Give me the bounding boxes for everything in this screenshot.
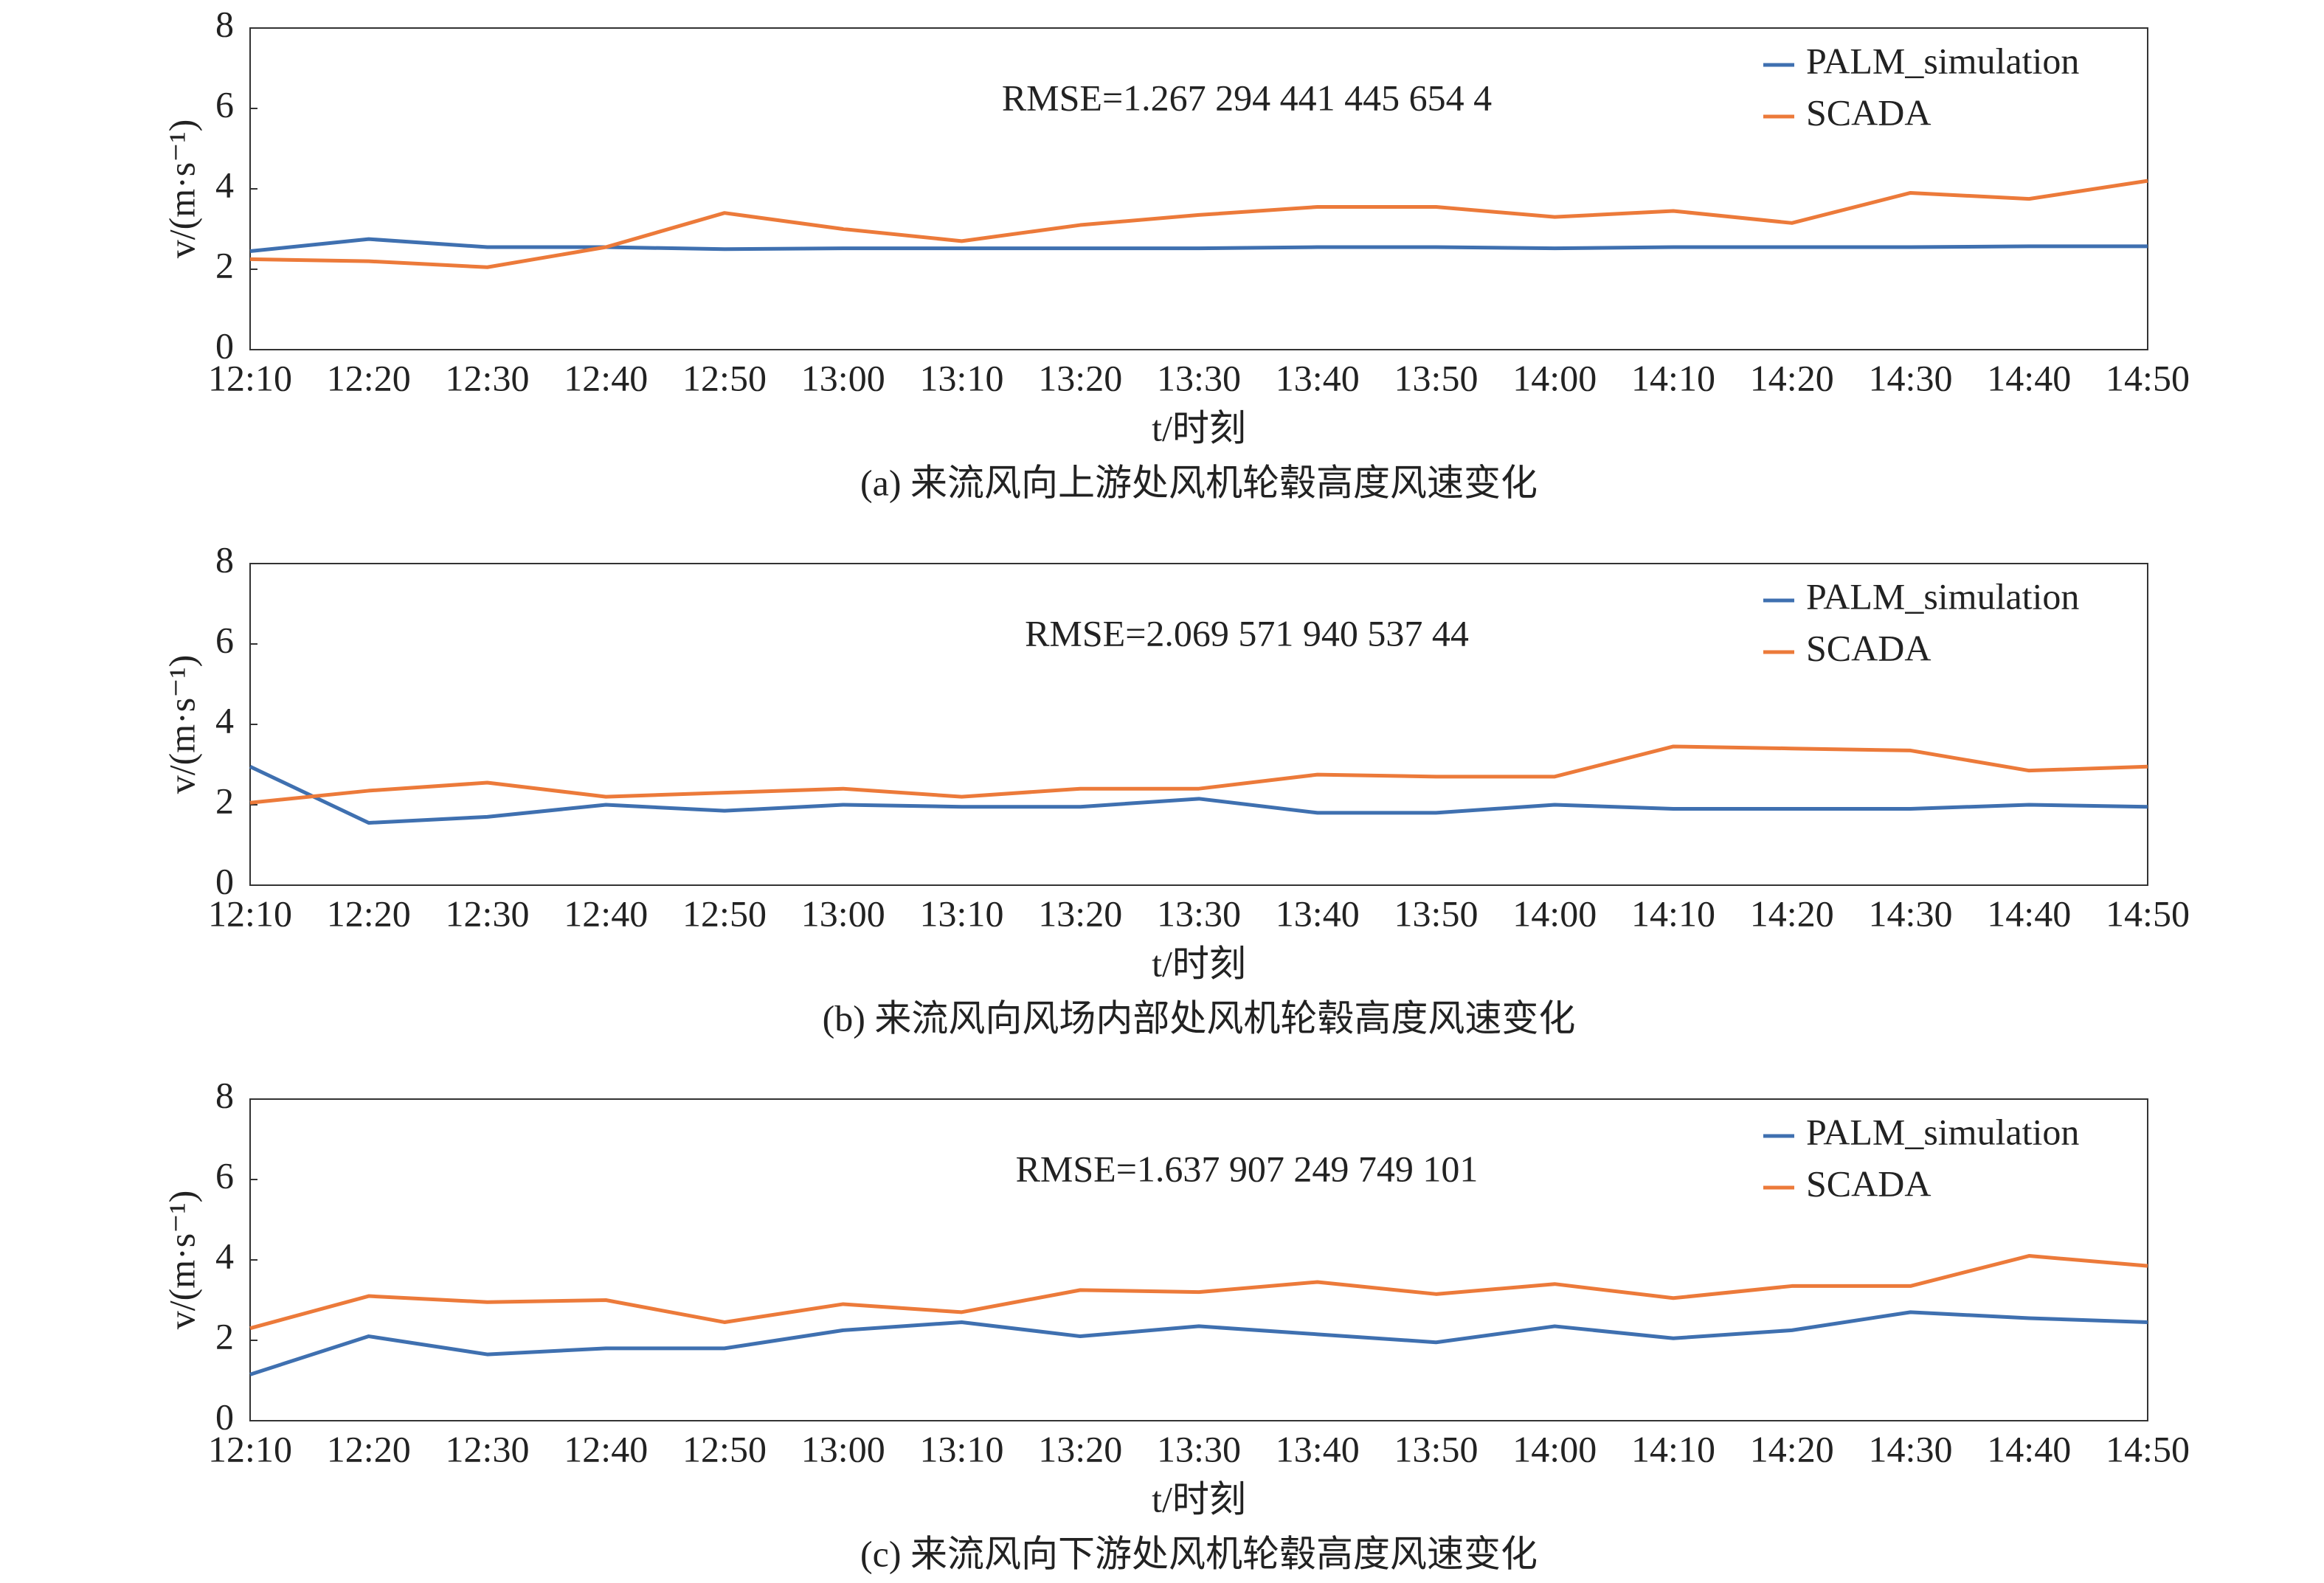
series-line — [249, 1254, 2148, 1331]
x-tick-label: 13:50 — [1394, 1428, 1479, 1469]
legend-label: PALM_simulation — [1806, 40, 2079, 81]
x-axis-label: t/时刻 — [1152, 1478, 1246, 1520]
legend-label: SCADA — [1806, 1163, 1931, 1204]
x-tick-label: 13:30 — [1157, 357, 1241, 398]
legend-label: PALM_simulation — [1806, 1111, 2079, 1152]
y-tick-label: 2 — [215, 244, 234, 285]
x-tick-label: 13:40 — [1276, 893, 1360, 934]
series-line — [249, 744, 2148, 805]
x-tick-label: 14:30 — [1869, 1428, 1953, 1469]
x-tick-label: 14:50 — [2106, 357, 2190, 398]
legend-label: SCADA — [1806, 627, 1931, 668]
x-tick-label: 12:30 — [446, 893, 530, 934]
x-tick-label: 12:30 — [446, 357, 530, 398]
y-tick-label: 8 — [215, 1074, 234, 1115]
x-tick-label: 14:00 — [1512, 1428, 1597, 1469]
x-tick-label: 14:40 — [1987, 893, 2071, 934]
x-tick-label: 14:10 — [1631, 1428, 1715, 1469]
x-tick-label: 13:50 — [1394, 893, 1479, 934]
x-tick-label: 13:30 — [1157, 1428, 1241, 1469]
x-tick-label: 13:00 — [801, 357, 885, 398]
caption: (b) 来流风向风场内部处风机轮毂高度风速变化 — [823, 997, 1576, 1039]
x-tick-label: 12:40 — [564, 893, 648, 934]
x-tick-label: 12:50 — [682, 357, 767, 398]
x-tick-label: 14:40 — [1987, 357, 2071, 398]
x-axis-label: t/时刻 — [1152, 943, 1246, 984]
x-tick-label: 14:10 — [1631, 893, 1715, 934]
x-tick-label: 14:40 — [1987, 1428, 2071, 1469]
x-tick-label: 13:00 — [801, 893, 885, 934]
x-tick-label: 13:10 — [920, 1428, 1004, 1469]
x-tick-label: 14:30 — [1869, 893, 1953, 934]
x-tick-label: 14:10 — [1631, 357, 1715, 398]
x-tick-label: 12:10 — [208, 1428, 292, 1469]
x-tick-label: 12:50 — [682, 893, 767, 934]
x-tick-label: 12:10 — [208, 357, 292, 398]
y-axis-label: v/(m·s⁻¹) — [161, 655, 202, 794]
y-tick-label: 4 — [215, 1235, 234, 1276]
x-tick-label: 12:20 — [327, 1428, 411, 1469]
x-tick-label: 12:50 — [682, 1428, 767, 1469]
series-line — [249, 1310, 2148, 1376]
y-tick-label: 0 — [215, 325, 234, 366]
y-tick-label: 6 — [215, 619, 234, 660]
series-line — [249, 237, 2148, 253]
x-tick-label: 14:00 — [1512, 357, 1597, 398]
y-tick-label: 6 — [215, 83, 234, 125]
x-tick-label: 12:20 — [327, 893, 411, 934]
x-tick-label: 13:40 — [1276, 1428, 1360, 1469]
x-tick-label: 12:40 — [564, 357, 648, 398]
x-tick-label: 12:20 — [327, 357, 411, 398]
x-axis-label: t/时刻 — [1152, 407, 1246, 448]
x-tick-label: 12:10 — [208, 893, 292, 934]
annotation: RMSE=1.637 907 249 749 101 — [1016, 1148, 1479, 1189]
x-tick-label: 13:10 — [920, 893, 1004, 934]
x-tick-label: 13:20 — [1038, 357, 1122, 398]
annotation: RMSE=2.069 571 940 537 44 — [1025, 612, 1469, 654]
x-tick-label: 14:00 — [1512, 893, 1597, 934]
x-tick-label: 14:20 — [1750, 1428, 1834, 1469]
y-axis-label: v/(m·s⁻¹) — [161, 119, 202, 259]
caption: (a) 来流风向上游处风机轮毂高度风速变化 — [860, 462, 1538, 503]
y-tick-label: 4 — [215, 164, 234, 205]
y-tick-label: 0 — [215, 1396, 234, 1437]
x-tick-label: 13:50 — [1394, 357, 1479, 398]
x-tick-label: 13:10 — [920, 357, 1004, 398]
x-tick-label: 13:00 — [801, 1428, 885, 1469]
x-tick-label: 14:30 — [1869, 357, 1953, 398]
legend-label: PALM_simulation — [1806, 575, 2079, 617]
x-tick-label: 12:30 — [446, 1428, 530, 1469]
x-tick-label: 12:40 — [564, 1428, 648, 1469]
y-tick-label: 8 — [215, 538, 234, 580]
series-line — [249, 764, 2148, 825]
y-tick-label: 0 — [215, 860, 234, 901]
y-axis-label: v/(m·s⁻¹) — [161, 1191, 202, 1330]
y-tick-label: 4 — [215, 699, 234, 741]
x-tick-label: 14:20 — [1750, 357, 1834, 398]
x-tick-label: 14:50 — [2106, 1428, 2190, 1469]
caption: (c) 来流风向下游处风机轮毂高度风速变化 — [860, 1533, 1538, 1574]
x-tick-label: 13:30 — [1157, 893, 1241, 934]
y-tick-label: 2 — [215, 1315, 234, 1357]
x-tick-label: 14:50 — [2106, 893, 2190, 934]
y-tick-label: 2 — [215, 780, 234, 821]
y-tick-label: 6 — [215, 1154, 234, 1196]
x-tick-label: 14:20 — [1750, 893, 1834, 934]
y-tick-label: 8 — [215, 3, 234, 44]
x-tick-label: 13:40 — [1276, 357, 1360, 398]
legend-label: SCADA — [1806, 91, 1931, 133]
series-line — [249, 179, 2148, 269]
annotation: RMSE=1.267 294 441 445 654 4 — [1002, 77, 1492, 118]
x-tick-label: 13:20 — [1038, 1428, 1122, 1469]
x-tick-label: 13:20 — [1038, 893, 1122, 934]
